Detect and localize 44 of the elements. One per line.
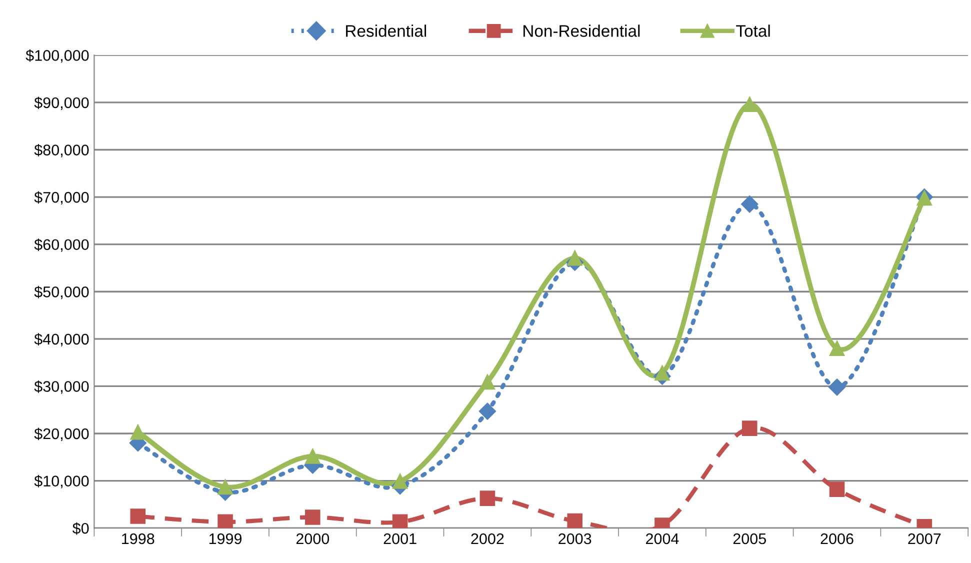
legend-label: Non-Residential (524, 24, 640, 37)
legend-label: Residential (346, 24, 426, 37)
point (828, 378, 846, 396)
point (829, 340, 845, 356)
point (654, 365, 670, 381)
point (742, 96, 758, 112)
x-tick-label: 2002 (471, 533, 504, 544)
point (741, 196, 758, 213)
point (480, 374, 496, 390)
x-tick-label: 1998 (122, 533, 154, 544)
y-tick-label: $80,000 (34, 144, 89, 158)
point (218, 479, 233, 495)
y-tick-label: $70,000 (34, 191, 89, 205)
legend-label: Total (736, 24, 770, 37)
y-tick-label: $100,000 (26, 49, 89, 63)
x-tick-label: 2000 (296, 533, 330, 544)
point (305, 510, 320, 525)
point (567, 513, 582, 528)
y-tick-label: $60,000 (34, 238, 89, 252)
point (392, 514, 408, 528)
point (480, 490, 496, 506)
point (218, 514, 233, 528)
point (478, 402, 496, 420)
point (305, 448, 320, 464)
y-tick-label: $0 (72, 522, 89, 535)
point (130, 508, 146, 524)
y-tick-label: $20,000 (34, 428, 89, 441)
y-tick-label: $10,000 (34, 475, 89, 488)
x-tick-label: 2003 (558, 533, 592, 544)
x-tick-label: 2004 (646, 533, 679, 544)
point (829, 482, 845, 497)
y-tick-label: $40,000 (34, 333, 89, 346)
x-tick-label: 2006 (820, 533, 854, 544)
x-tick-label: 2007 (908, 533, 941, 544)
point (130, 424, 146, 440)
point (392, 474, 408, 489)
x-tick-label: 2001 (384, 533, 416, 544)
y-tick-label: $90,000 (34, 96, 89, 110)
point (567, 250, 582, 266)
x-tick-label: 2005 (733, 533, 766, 544)
x-tick-label: 1999 (209, 533, 242, 544)
y-tick-label: $50,000 (34, 286, 89, 300)
y-tick-label: $30,000 (34, 380, 89, 394)
point (742, 420, 758, 436)
